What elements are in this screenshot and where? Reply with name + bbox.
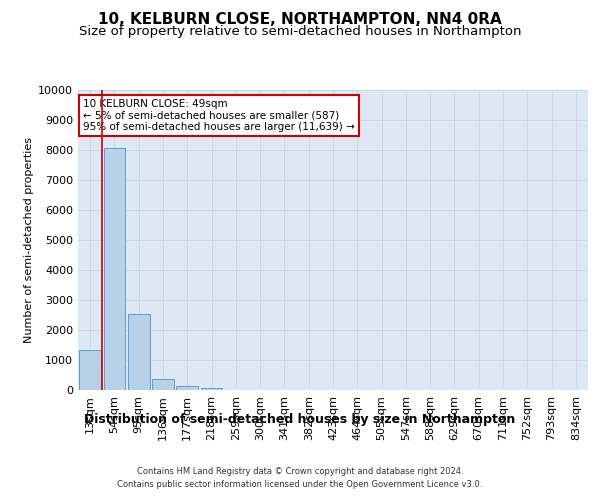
Bar xyxy=(200,388,223,390)
Text: 10 KELBURN CLOSE: 49sqm
← 5% of semi-detached houses are smaller (587)
95% of se: 10 KELBURN CLOSE: 49sqm ← 5% of semi-det… xyxy=(83,99,355,132)
Text: Distribution of semi-detached houses by size in Northampton: Distribution of semi-detached houses by … xyxy=(85,412,515,426)
Text: 10, KELBURN CLOSE, NORTHAMPTON, NN4 0RA: 10, KELBURN CLOSE, NORTHAMPTON, NN4 0RA xyxy=(98,12,502,28)
Text: Size of property relative to semi-detached houses in Northampton: Size of property relative to semi-detach… xyxy=(79,25,521,38)
Text: Contains public sector information licensed under the Open Government Licence v3: Contains public sector information licen… xyxy=(118,480,482,489)
Bar xyxy=(79,350,101,390)
Text: Contains HM Land Registry data © Crown copyright and database right 2024.: Contains HM Land Registry data © Crown c… xyxy=(137,468,463,476)
Bar xyxy=(128,314,149,390)
Y-axis label: Number of semi-detached properties: Number of semi-detached properties xyxy=(24,137,34,343)
Bar xyxy=(152,378,174,390)
Bar xyxy=(104,148,125,390)
Bar xyxy=(176,386,198,390)
